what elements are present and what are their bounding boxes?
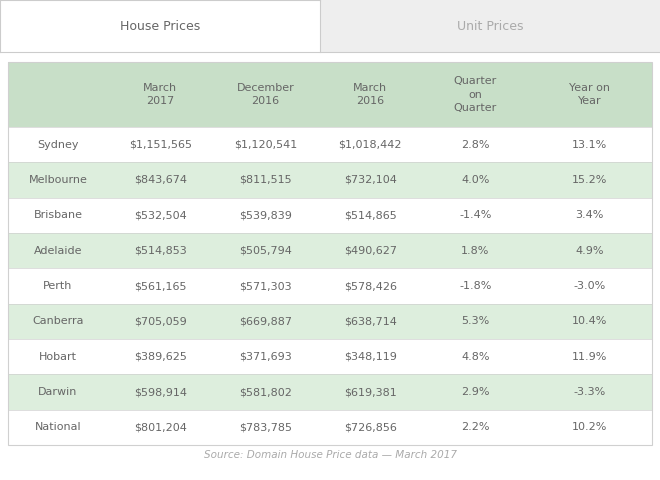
Text: $581,802: $581,802 — [239, 387, 292, 397]
Text: $578,426: $578,426 — [344, 281, 397, 291]
Text: Unit Prices: Unit Prices — [457, 20, 523, 33]
Text: $490,627: $490,627 — [344, 246, 397, 256]
Bar — [8, 409, 652, 445]
Bar — [8, 268, 652, 304]
Text: Sydney: Sydney — [37, 140, 79, 150]
Text: 4.9%: 4.9% — [576, 246, 604, 256]
Bar — [8, 374, 652, 409]
Text: -3.0%: -3.0% — [574, 281, 606, 291]
Text: $669,887: $669,887 — [239, 316, 292, 326]
Text: 2.8%: 2.8% — [461, 140, 490, 150]
Text: Perth: Perth — [43, 281, 73, 291]
Text: House Prices: House Prices — [120, 20, 200, 33]
Text: $638,714: $638,714 — [344, 316, 397, 326]
Text: $843,674: $843,674 — [134, 175, 187, 185]
Text: $801,204: $801,204 — [134, 422, 187, 432]
Text: $539,839: $539,839 — [239, 210, 292, 220]
Text: $1,120,541: $1,120,541 — [234, 140, 297, 150]
Bar — [8, 233, 652, 268]
Text: Quarter
on
Quarter: Quarter on Quarter — [453, 76, 497, 113]
Text: Darwin: Darwin — [38, 387, 78, 397]
Text: March
2016: March 2016 — [353, 83, 387, 106]
Bar — [0, 0, 320, 52]
Text: Canberra: Canberra — [32, 316, 84, 326]
Bar — [0, 0, 660, 52]
Text: December
2016: December 2016 — [236, 83, 294, 106]
Text: $571,303: $571,303 — [239, 281, 292, 291]
Text: Brisbane: Brisbane — [34, 210, 82, 220]
Bar — [8, 198, 652, 233]
Text: 5.3%: 5.3% — [461, 316, 489, 326]
Text: $1,151,565: $1,151,565 — [129, 140, 192, 150]
Text: Melbourne: Melbourne — [28, 175, 87, 185]
Text: 10.4%: 10.4% — [572, 316, 608, 326]
Text: 15.2%: 15.2% — [572, 175, 608, 185]
Bar — [8, 62, 652, 127]
Text: $348,119: $348,119 — [344, 352, 397, 361]
Text: $732,104: $732,104 — [344, 175, 397, 185]
Text: Year on
Year: Year on Year — [570, 83, 611, 106]
Text: 4.0%: 4.0% — [461, 175, 490, 185]
Text: Hobart: Hobart — [39, 352, 77, 361]
Text: $514,853: $514,853 — [134, 246, 187, 256]
Bar — [8, 339, 652, 374]
Text: -1.8%: -1.8% — [459, 281, 492, 291]
Text: 4.8%: 4.8% — [461, 352, 490, 361]
Text: $532,504: $532,504 — [134, 210, 187, 220]
Text: 2.2%: 2.2% — [461, 422, 490, 432]
Text: Adelaide: Adelaide — [34, 246, 82, 256]
Text: 10.2%: 10.2% — [572, 422, 608, 432]
Text: 11.9%: 11.9% — [572, 352, 608, 361]
Text: $619,381: $619,381 — [344, 387, 397, 397]
Text: $726,856: $726,856 — [344, 422, 397, 432]
Bar — [8, 162, 652, 198]
Text: 2.9%: 2.9% — [461, 387, 490, 397]
Bar — [8, 62, 652, 445]
Text: $514,865: $514,865 — [344, 210, 397, 220]
Bar — [8, 304, 652, 339]
Text: $783,785: $783,785 — [239, 422, 292, 432]
Text: $598,914: $598,914 — [134, 387, 187, 397]
Text: 13.1%: 13.1% — [572, 140, 607, 150]
Text: $1,018,442: $1,018,442 — [339, 140, 402, 150]
Text: -1.4%: -1.4% — [459, 210, 492, 220]
Text: National: National — [34, 422, 81, 432]
Bar — [8, 127, 652, 162]
Text: $561,165: $561,165 — [134, 281, 187, 291]
Text: $505,794: $505,794 — [239, 246, 292, 256]
Text: -3.3%: -3.3% — [574, 387, 606, 397]
Text: 3.4%: 3.4% — [576, 210, 604, 220]
Text: March
2017: March 2017 — [143, 83, 178, 106]
Text: $371,693: $371,693 — [239, 352, 292, 361]
Text: 1.8%: 1.8% — [461, 246, 490, 256]
Text: Source: Domain House Price data — March 2017: Source: Domain House Price data — March … — [203, 450, 457, 460]
Text: $389,625: $389,625 — [134, 352, 187, 361]
Text: $705,059: $705,059 — [134, 316, 187, 326]
Text: $811,515: $811,515 — [239, 175, 292, 185]
